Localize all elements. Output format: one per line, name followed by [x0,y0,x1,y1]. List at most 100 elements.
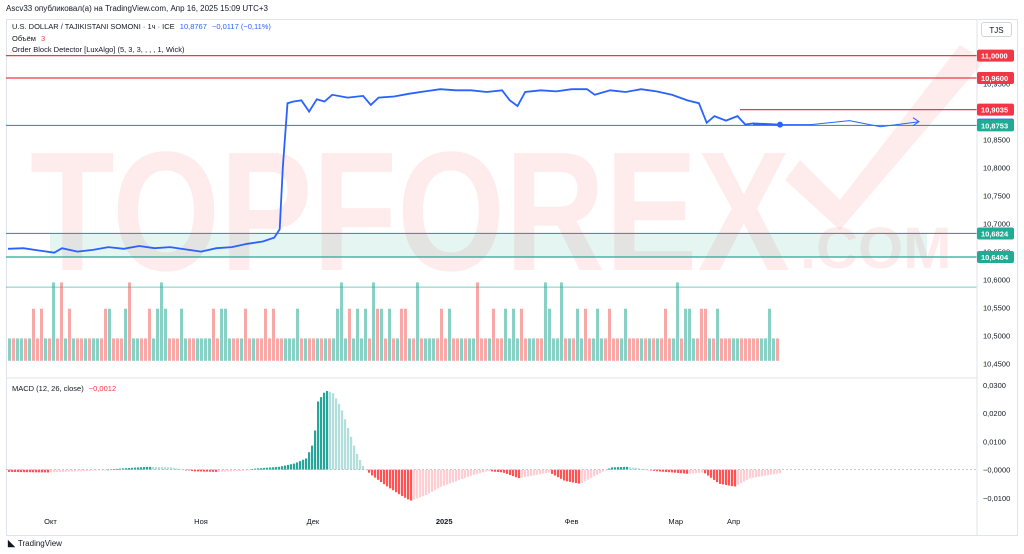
time-axis-tick: Дек [307,517,320,526]
volume-bar [656,338,659,361]
macd-bar [53,469,56,473]
macd-bar [311,445,314,470]
macd-bar [236,469,239,472]
macd-bar [671,469,674,473]
macd-bar [431,469,434,492]
macd-bar [326,391,329,470]
legend-indicator-row[interactable]: Order Block Detector [LuxAlgo] (5, 3, 3,… [12,45,185,54]
volume-bar [384,338,387,361]
volume-bar [540,338,543,361]
macd-bar [572,469,575,483]
volume-bar [404,308,407,361]
macd-bar [152,466,155,470]
volume-bar [304,338,307,361]
volume-bar [284,338,287,361]
macd-bar [590,469,593,478]
macd-bar [557,469,560,478]
volume-bar [100,338,103,361]
macd-bar [146,466,149,470]
macd-bar [119,468,122,470]
volume-bar [420,338,423,361]
legend-volume-row[interactable]: Объём 3 [12,34,45,43]
macd-bar [299,461,302,470]
volume-bar [116,338,119,361]
volume-bar [136,338,139,361]
macd-bar [452,469,455,483]
macd-bar [197,469,200,472]
macd-bar [26,469,29,473]
currency-button[interactable]: TJS [981,22,1012,37]
macd-bar [44,469,47,473]
volume-bar [528,338,531,361]
macd-bar [485,469,488,472]
volume-bar [640,338,643,361]
footer[interactable]: ◣ TradingView [8,538,62,549]
price-change: −0,0117 (−0,11%) [212,22,271,31]
macd-bar [263,467,266,470]
volume-bar [736,338,739,361]
volume-bar [628,338,631,361]
macd-bar [674,469,677,473]
volume-bar [308,338,311,361]
macd-bar [464,469,467,478]
price-axis-tick: 10,6000 [983,276,1010,285]
volume-bar [576,308,579,361]
volume-bar [372,282,375,361]
macd-bar [773,469,776,475]
volume-bar [44,338,47,361]
macd-bar [545,469,548,474]
order-block-zone [50,233,927,257]
macd-bar [296,462,299,470]
macd-bar [224,469,227,472]
volume-bar [624,308,627,361]
volume-bar [508,338,511,361]
macd-bar [95,469,98,471]
macd-bar [716,469,719,483]
price-levels [6,54,977,258]
price-axis: 11,000010,950010,900010,850010,800010,75… [983,52,1010,369]
macd-bar [710,469,713,478]
macd-bar [656,469,659,472]
volume-bar [132,338,135,361]
macd-bar [446,469,449,485]
macd-bar [248,469,251,471]
macd-bar [260,468,263,470]
volume-bar [564,338,567,361]
volume-bar [148,308,151,361]
macd-bar [473,469,476,475]
price-level-label: 11,0000 [981,52,1008,61]
macd-bar [410,469,413,501]
macd-bar [8,469,11,472]
symbol-name[interactable]: U.S. DOLLAR / TAJIKISTANI SOMONI · 1ч · … [12,22,175,31]
macd-bar [14,469,17,473]
time-axis-tick: Апр [727,517,740,526]
macd-bar [347,428,350,470]
volume-bar [616,338,619,361]
volume-bar [492,308,495,361]
volume-bar [568,338,571,361]
volume-bar [300,338,303,361]
macd-bar [200,469,203,472]
volume-bar [400,308,403,361]
macd-bar [314,430,317,470]
price-level-label-bg [977,119,1014,132]
volume-bar [536,338,539,361]
legend-macd-row[interactable]: MACD (12, 26, close) −0,0012 [12,384,116,393]
volume-bar [84,338,87,361]
macd-bar [680,469,683,474]
macd-bar [188,469,191,471]
volume-bar [24,338,27,361]
macd-bar [737,469,740,485]
macd-axis-tick: −0,0000 [983,466,1010,475]
macd-bar [578,469,581,484]
volume-bar [512,308,515,361]
macd-bar [617,467,620,470]
macd-bar [668,469,671,473]
macd-bar [323,392,326,470]
macd-bar [533,469,536,476]
macd-bar [317,401,320,470]
macd-bar [482,469,485,473]
volume-bar [120,338,123,361]
macd-bar [470,469,473,476]
